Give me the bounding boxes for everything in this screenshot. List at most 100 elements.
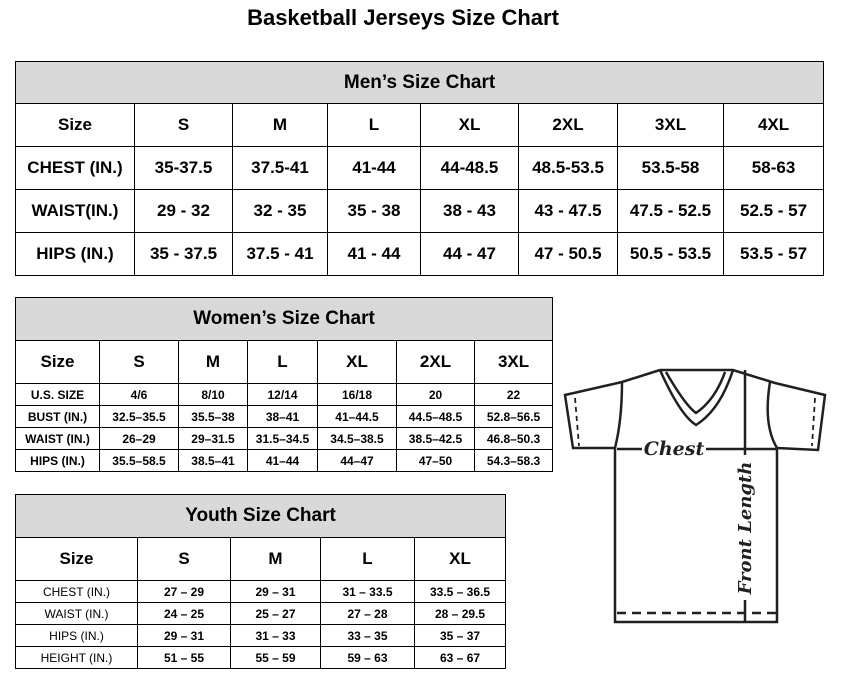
table-cell: 32 - 35 [232,189,328,233]
table-cell: 31 – 33 [230,624,321,647]
table-cell: 4/6 [99,383,179,406]
table-cell: 52.8–56.5 [473,405,554,428]
table-cell: 35.5–58.5 [99,449,179,472]
table-cell: 29 - 32 [134,189,233,233]
table-cell: 35-37.5 [134,146,233,190]
youth-size-table: Youth Size Chart Size S M L XL CHEST (IN.) 27… [14,494,507,669]
table-cell: 35.5–38 [178,405,248,428]
table-cell: 47.5 - 52.5 [617,189,724,233]
row-label: Size [15,103,135,147]
table-cell: 31.5–34.5 [247,427,318,450]
table-cell: 46.8–50.3 [473,427,554,450]
table-cell: 2XL [518,103,618,147]
table-cell: 58-63 [722,146,825,190]
table-row: HIPS (IN.) 29 – 31 31 – 33 33 – 35 35 – 37 [15,624,507,647]
table-cell: 27 – 28 [320,602,415,625]
table-cell: 35 – 37 [413,624,507,647]
table-row: CHEST (IN.) 35-37.5 37.5-41 41-44 44-48.5 48.… [15,146,825,190]
table-cell: XL [413,537,507,581]
table-cell: 29–31.5 [178,427,248,450]
table-cell: 47 - 50.5 [518,232,618,276]
table-row: HEIGHT (IN.) 51 – 55 55 – 59 59 – 63 63 – 67 [15,646,507,669]
table-cell: 50.5 - 53.5 [617,232,724,276]
youth-table-title: Youth Size Chart [14,494,507,538]
table-cell: 34.5–38.5 [317,427,397,450]
table-cell: 44.5–48.5 [396,405,475,428]
table-cell: L [247,340,318,384]
table-cell: 51 – 55 [137,646,231,669]
table-cell: 29 – 31 [137,624,231,647]
womens-table-title: Women’s Size Chart [14,297,554,341]
table-header-row: Size S M L XL 2XL 3XL [15,340,554,384]
table-row: CHEST (IN.) 27 – 29 29 – 31 31 – 33.5 33.5 –… [15,580,507,603]
table-cell: 26–29 [99,427,179,450]
table-cell: S [137,537,231,581]
table-cell: 28 – 29.5 [413,602,507,625]
table-cell: 41-44 [327,146,421,190]
jersey-outline-icon [563,368,827,624]
table-cell: XL [420,103,519,147]
table-cell: XL [317,340,397,384]
table-cell: 47–50 [396,449,475,472]
chest-label: Chest [644,438,705,460]
table-cell: 32.5–35.5 [99,405,179,428]
table-cell: L [327,103,421,147]
row-label: HIPS (IN.) [15,624,138,647]
table-row: WAIST (IN.) 24 – 25 25 – 27 27 – 28 28 – 29.… [15,602,507,625]
table-cell: 2XL [396,340,475,384]
table-cell: 41–44 [247,449,318,472]
table-cell: 37.5 - 41 [232,232,328,276]
table-cell: 4XL [722,103,825,147]
table-row: U.S. SIZE 4/6 8/10 12/14 16/18 20 22 [15,383,554,406]
table-cell: 33 – 35 [320,624,415,647]
table-cell: 37.5-41 [232,146,328,190]
table-row: WAIST (IN.) 26–29 29–31.5 31.5–34.5 34.5–38.… [15,427,554,450]
table-cell: 8/10 [178,383,248,406]
table-cell: 33.5 – 36.5 [413,580,507,603]
mens-size-table: Men’s Size Chart Size S M L XL 2XL 3XL 4XL CHES… [14,61,825,276]
table-cell: 38.5–42.5 [396,427,475,450]
row-label: CHEST (IN.) [15,146,135,190]
table-cell: 53.5 - 57 [722,232,825,276]
table-header-row: Size S M L XL 2XL 3XL 4XL [15,103,825,147]
table-row: HIPS (IN.) 35 - 37.5 37.5 - 41 41 - 44 44 - … [15,232,825,276]
mens-table-title: Men’s Size Chart [14,61,825,104]
table-cell: 44-48.5 [420,146,519,190]
jersey-measurement-diagram: Chest Front Length [563,368,827,624]
table-cell: 24 – 25 [137,602,231,625]
table-cell: 43 - 47.5 [518,189,618,233]
table-cell: 29 – 31 [230,580,321,603]
table-cell: 53.5-58 [617,146,724,190]
table-cell: 41 - 44 [327,232,421,276]
row-label: WAIST (IN.) [15,602,138,625]
table-cell: 54.3–58.3 [473,449,554,472]
table-cell: 20 [396,383,475,406]
table-cell: M [230,537,321,581]
row-label: WAIST (IN.) [15,427,100,450]
table-cell: 25 – 27 [230,602,321,625]
table-cell: 31 – 33.5 [320,580,415,603]
row-label: CHEST (IN.) [15,580,138,603]
table-row: HIPS (IN.) 35.5–58.5 38.5–41 41–44 44–47 47–5… [15,449,554,472]
table-cell: 38.5–41 [178,449,248,472]
row-label: U.S. SIZE [15,383,100,406]
row-label: Size [15,537,138,581]
table-cell: 48.5-53.5 [518,146,618,190]
table-cell: 35 - 37.5 [134,232,233,276]
table-cell: M [232,103,328,147]
row-label: HIPS (IN.) [15,449,100,472]
table-cell: S [134,103,233,147]
table-cell: 41–44.5 [317,405,397,428]
table-cell: 3XL [473,340,554,384]
row-label: HEIGHT (IN.) [15,646,138,669]
row-label: WAIST(IN.) [15,189,135,233]
front-length-label: Front Length [735,462,756,596]
table-cell: 16/18 [317,383,397,406]
table-header-row: Size S M L XL [15,537,507,581]
table-cell: 59 – 63 [320,646,415,669]
womens-size-table: Women’s Size Chart Size S M L XL 2XL 3XL U.S. … [14,297,554,472]
row-label: Size [15,340,100,384]
table-cell: 63 – 67 [413,646,507,669]
table-cell: 38 - 43 [420,189,519,233]
page-title: Basketball Jerseys Size Chart [247,5,559,30]
